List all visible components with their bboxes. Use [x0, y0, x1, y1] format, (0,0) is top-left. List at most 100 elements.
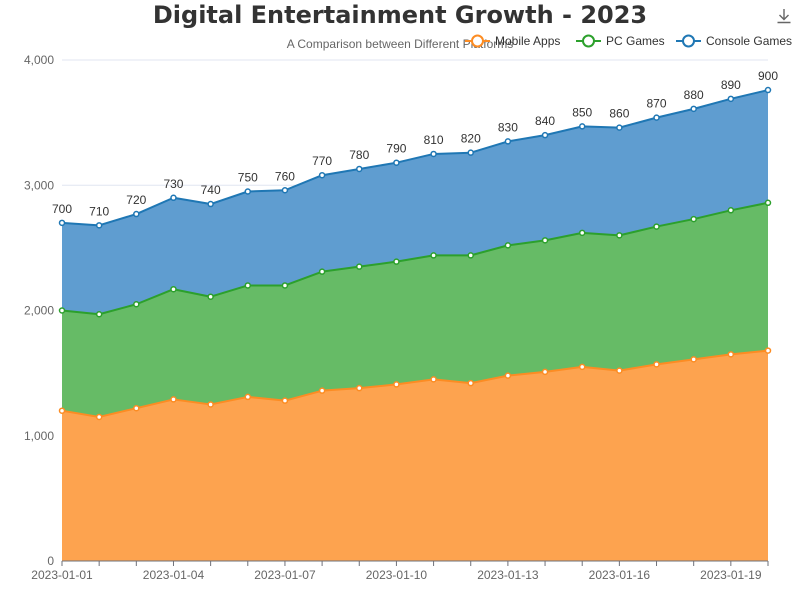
point-pc-games	[356, 263, 363, 270]
point-console-games	[430, 150, 437, 158]
point-pc-games	[244, 282, 252, 289]
point-pc-games	[690, 215, 697, 223]
point-pc-games	[207, 293, 214, 300]
point-pc-games	[764, 199, 772, 207]
data-label: 850	[572, 105, 592, 119]
axes: 0 1,000 2,000 3,000 4,000 2023-01-01 2023-01-0…	[24, 53, 769, 582]
point-console-games	[653, 114, 660, 121]
data-label: 750	[238, 171, 258, 185]
data-label: 820	[461, 132, 481, 146]
point-mobile-apps	[653, 361, 660, 368]
point-console-games	[690, 105, 697, 113]
point-pc-games	[95, 311, 103, 318]
data-label: 840	[535, 114, 555, 128]
point-mobile-apps	[281, 397, 289, 404]
point-console-games	[58, 219, 66, 227]
point-console-games	[764, 86, 772, 94]
point-pc-games	[653, 223, 660, 230]
point-pc-games	[578, 229, 586, 237]
point-console-games	[616, 124, 623, 131]
data-label: 870	[647, 97, 667, 111]
series-lines	[61, 89, 769, 418]
line-pc-games	[61, 201, 769, 316]
y-tick-label: 1,000	[24, 429, 54, 443]
point-pc-games	[58, 307, 66, 314]
data-label: 730	[163, 177, 183, 191]
data-label: 740	[201, 183, 221, 197]
data-label: 710	[89, 204, 109, 218]
chart-subtitle: A Comparison between Different Platforms	[287, 37, 514, 51]
point-console-games	[95, 222, 103, 229]
point-mobile-apps	[727, 351, 735, 358]
point-pc-games	[541, 237, 549, 244]
point-mobile-apps	[690, 356, 697, 363]
point-console-games	[133, 210, 140, 218]
data-label: 880	[684, 88, 704, 102]
data-label: 790	[386, 142, 406, 156]
legend-label-console-games: Console Games	[706, 34, 792, 48]
legend-marker-console-games	[682, 34, 695, 48]
point-mobile-apps	[95, 413, 103, 421]
point-pc-games	[467, 252, 474, 259]
point-mobile-apps	[318, 387, 326, 394]
point-console-games	[244, 188, 252, 195]
x-tick-label: 2023-01-10	[366, 568, 428, 582]
point-console-games	[170, 194, 177, 202]
y-tick-label: 0	[47, 554, 54, 568]
x-tick-label: 2023-01-16	[589, 568, 651, 582]
point-mobile-apps	[244, 393, 252, 401]
series-points	[58, 86, 772, 421]
line-mobile-apps	[61, 349, 769, 418]
data-label: 890	[721, 78, 741, 92]
point-mobile-apps	[207, 401, 214, 408]
point-pc-games	[616, 232, 623, 239]
data-label: 810	[424, 133, 444, 147]
data-label: 770	[312, 154, 332, 168]
legend-label-pc-games: PC Games	[606, 34, 665, 48]
x-tick-label: 2023-01-04	[143, 568, 205, 582]
point-mobile-apps	[393, 381, 400, 388]
point-pc-games	[504, 242, 512, 249]
y-tick-label: 3,000	[24, 178, 54, 192]
area-mobile-apps	[62, 350, 768, 561]
x-tick-label: 2023-01-01	[31, 568, 93, 582]
point-pc-games	[318, 268, 326, 275]
data-label: 720	[126, 193, 146, 207]
point-mobile-apps	[58, 407, 66, 414]
y-tick-label: 4,000	[24, 53, 54, 67]
point-mobile-apps	[541, 368, 549, 376]
point-mobile-apps	[133, 404, 140, 412]
line-console-games	[61, 89, 769, 227]
x-tick-label: 2023-01-19	[700, 568, 762, 582]
point-pc-games	[430, 252, 437, 259]
point-console-games	[281, 187, 289, 194]
data-label: 830	[498, 120, 518, 134]
legend: Mobile Apps PC Games Console Games	[465, 34, 792, 48]
point-mobile-apps	[430, 376, 437, 383]
x-tick-label: 2023-01-13	[477, 568, 539, 582]
legend-marker-pc-games	[582, 34, 595, 48]
legend-marker-mobile-apps	[471, 34, 484, 48]
point-pc-games	[727, 207, 735, 214]
point-mobile-apps	[170, 396, 177, 403]
point-mobile-apps	[764, 347, 772, 354]
data-label: 860	[609, 107, 629, 121]
area-pc-games	[62, 202, 768, 417]
point-pc-games	[133, 300, 140, 308]
point-mobile-apps	[504, 372, 512, 379]
area-series	[62, 90, 768, 561]
data-label: 760	[275, 169, 295, 183]
point-mobile-apps	[467, 379, 474, 387]
point-mobile-apps	[616, 367, 623, 374]
point-console-games	[356, 165, 363, 173]
data-label: 900	[758, 69, 778, 83]
point-console-games	[393, 159, 400, 166]
chart-title: Digital Entertainment Growth - 2023	[153, 1, 647, 29]
point-pc-games	[170, 285, 177, 293]
data-label: 700	[52, 202, 72, 216]
point-console-games	[318, 171, 326, 179]
download-icon[interactable]	[776, 8, 792, 24]
y-tick-label: 2,000	[24, 304, 54, 318]
data-labels: 700 710 720 730 740 750 760 770 780 790 810 820 830 8…	[52, 69, 778, 218]
